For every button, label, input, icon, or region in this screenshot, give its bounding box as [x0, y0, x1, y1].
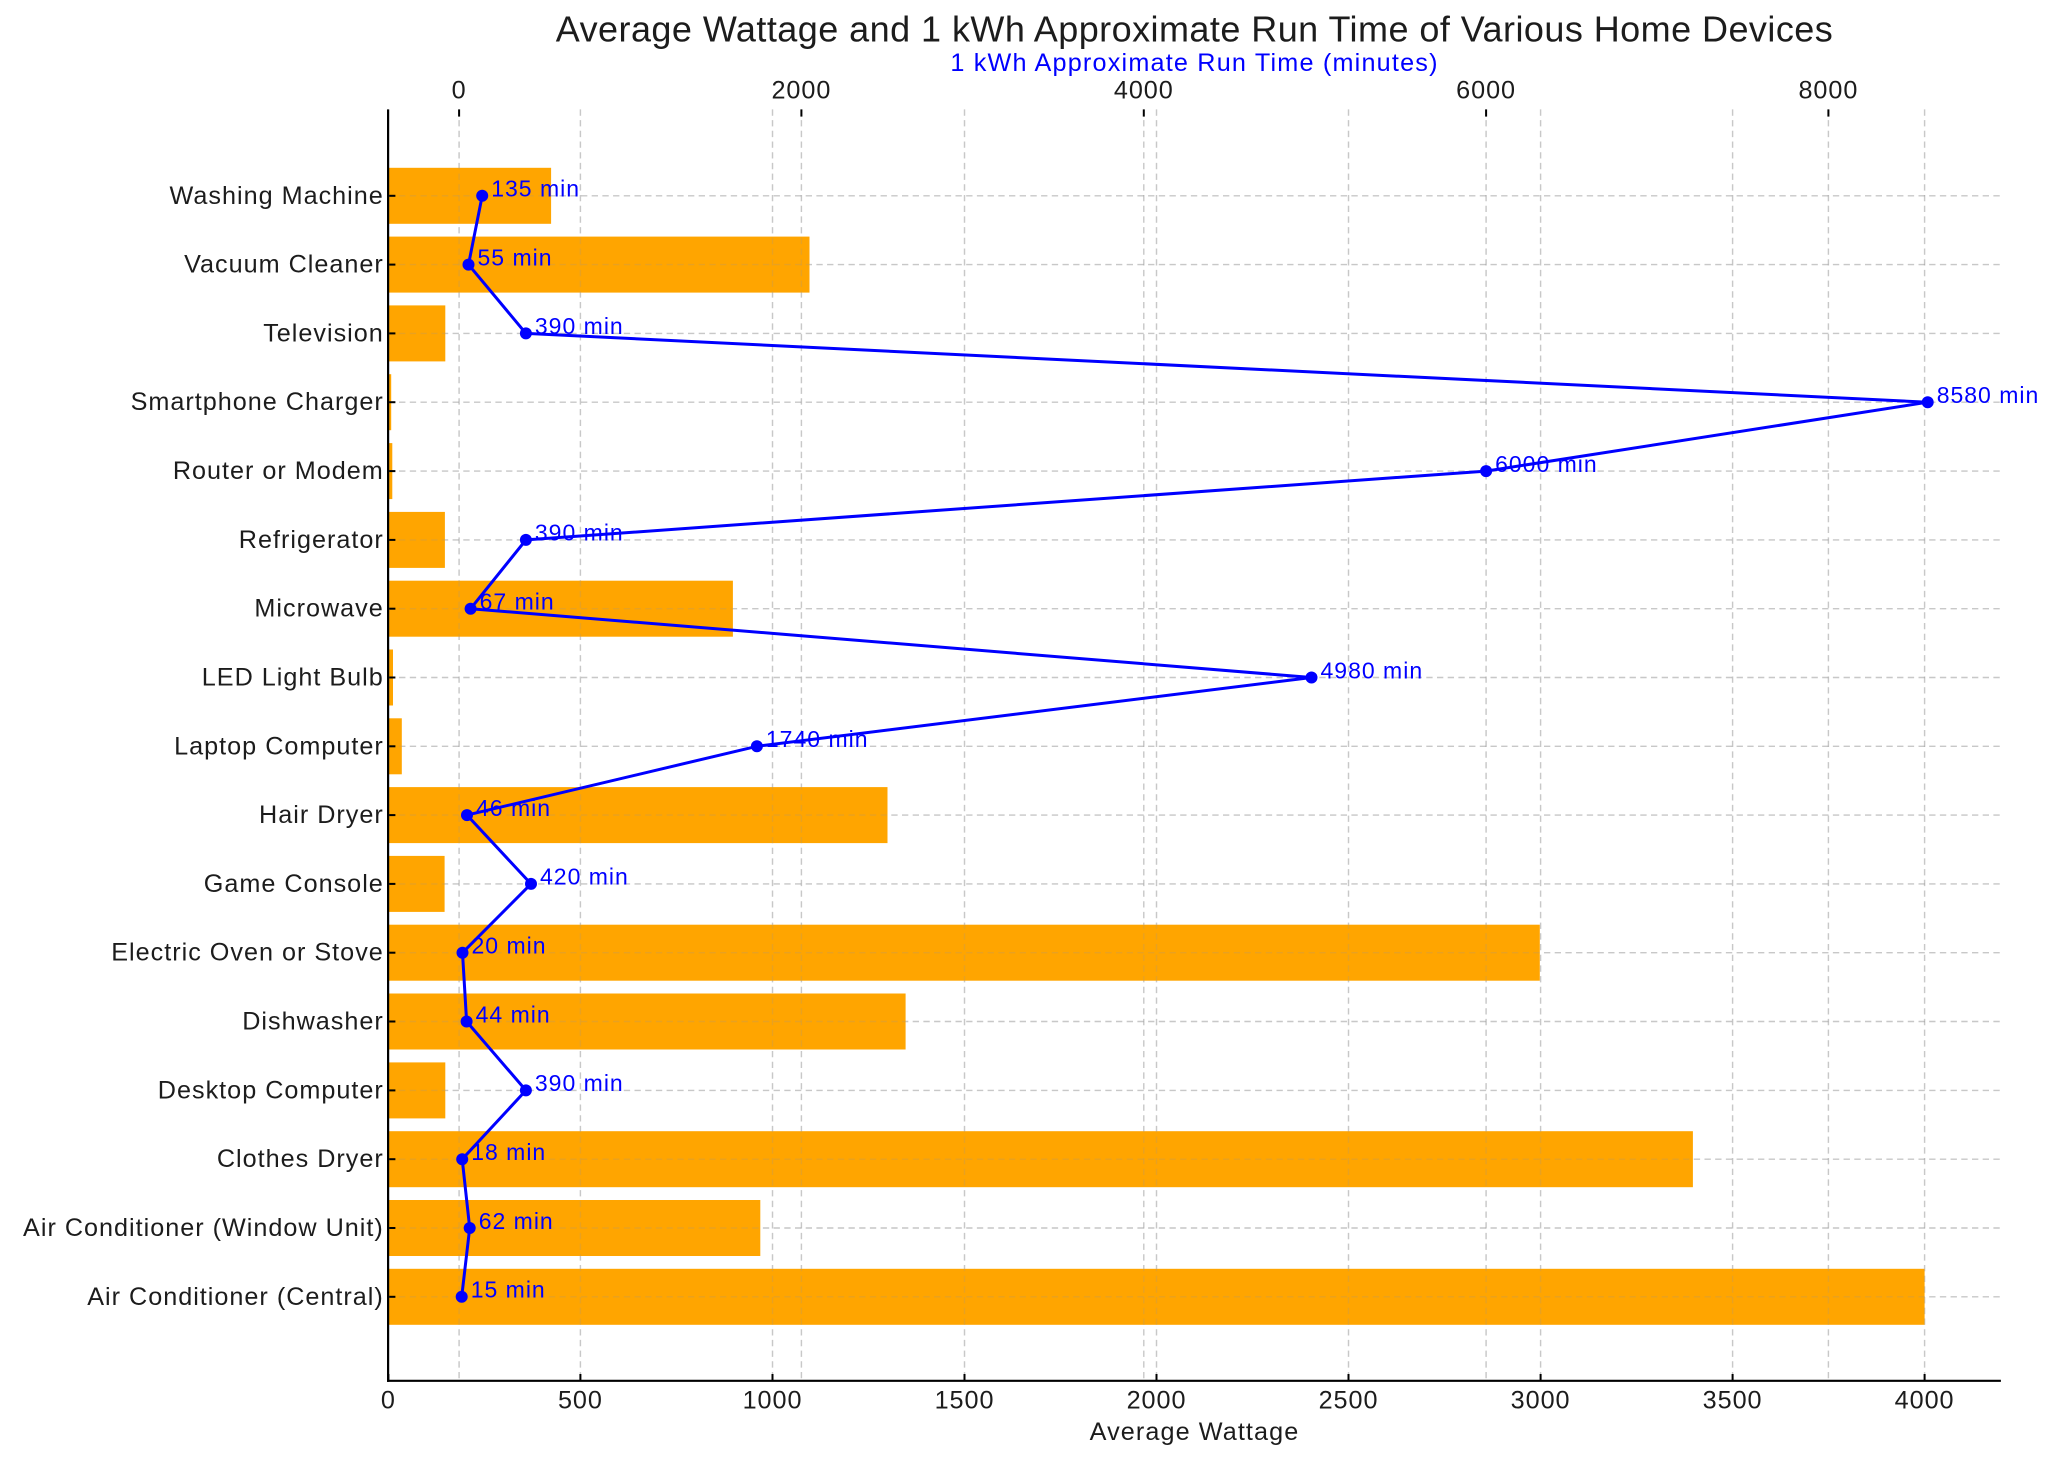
- svg-text:Game Console: Game Console: [204, 870, 384, 898]
- svg-text:1 kWh Approximate Run Time (mi: 1 kWh Approximate Run Time (minutes): [950, 49, 1438, 77]
- svg-text:55 min: 55 min: [478, 244, 553, 270]
- svg-text:6000 min: 6000 min: [1495, 451, 1598, 477]
- svg-text:4000: 4000: [1895, 1386, 1955, 1414]
- svg-text:Vacuum Cleaner: Vacuum Cleaner: [184, 251, 384, 279]
- svg-text:2000: 2000: [1127, 1386, 1187, 1414]
- svg-text:46 min: 46 min: [476, 795, 551, 821]
- svg-text:Air Conditioner (Central): Air Conditioner (Central): [87, 1283, 384, 1311]
- svg-text:2000: 2000: [771, 76, 831, 104]
- svg-text:18 min: 18 min: [471, 1139, 546, 1165]
- svg-text:LED Light Bulb: LED Light Bulb: [202, 664, 384, 692]
- svg-text:1000: 1000: [743, 1386, 803, 1414]
- svg-text:8580 min: 8580 min: [1937, 382, 2040, 408]
- svg-text:Router or Modem: Router or Modem: [173, 457, 384, 485]
- svg-text:Dishwasher: Dishwasher: [242, 1008, 384, 1036]
- svg-text:Smartphone Charger: Smartphone Charger: [131, 388, 384, 416]
- svg-text:Microwave: Microwave: [254, 595, 383, 623]
- svg-text:44 min: 44 min: [476, 1001, 551, 1027]
- svg-text:Laptop Computer: Laptop Computer: [174, 732, 384, 760]
- svg-text:Clothes Dryer: Clothes Dryer: [217, 1145, 384, 1173]
- svg-text:Television: Television: [263, 319, 384, 347]
- svg-text:Air Conditioner (Window Unit): Air Conditioner (Window Unit): [23, 1214, 384, 1242]
- svg-text:3500: 3500: [1703, 1386, 1763, 1414]
- svg-text:390 min: 390 min: [535, 520, 624, 546]
- svg-text:0: 0: [452, 76, 467, 104]
- svg-text:Hair Dryer: Hair Dryer: [259, 801, 384, 829]
- svg-text:Average Wattage: Average Wattage: [1090, 1418, 1300, 1446]
- svg-text:8000: 8000: [1798, 76, 1858, 104]
- svg-text:6000: 6000: [1456, 76, 1516, 104]
- svg-text:Electric Oven or Stove: Electric Oven or Stove: [111, 939, 384, 967]
- svg-text:62 min: 62 min: [479, 1208, 554, 1234]
- svg-text:135 min: 135 min: [491, 176, 580, 202]
- svg-text:390 min: 390 min: [535, 1070, 624, 1096]
- svg-text:4000: 4000: [1114, 76, 1174, 104]
- svg-text:420 min: 420 min: [540, 864, 629, 890]
- svg-text:0: 0: [381, 1386, 396, 1414]
- svg-text:20 min: 20 min: [472, 933, 547, 959]
- svg-text:Refrigerator: Refrigerator: [239, 526, 384, 554]
- svg-text:500: 500: [558, 1386, 603, 1414]
- svg-text:15 min: 15 min: [471, 1277, 546, 1303]
- svg-text:1500: 1500: [935, 1386, 995, 1414]
- svg-text:2500: 2500: [1319, 1386, 1379, 1414]
- svg-text:1740 min: 1740 min: [766, 726, 869, 752]
- svg-text:4980 min: 4980 min: [1321, 657, 1424, 683]
- svg-text:390 min: 390 min: [535, 313, 624, 339]
- svg-text:Desktop Computer: Desktop Computer: [158, 1076, 384, 1104]
- svg-text:Washing Machine: Washing Machine: [170, 182, 384, 210]
- svg-text:67 min: 67 min: [480, 589, 555, 615]
- svg-text:Average Wattage and 1 kWh Appr: Average Wattage and 1 kWh Approximate Ru…: [556, 9, 1833, 50]
- svg-text:3000: 3000: [1511, 1386, 1571, 1414]
